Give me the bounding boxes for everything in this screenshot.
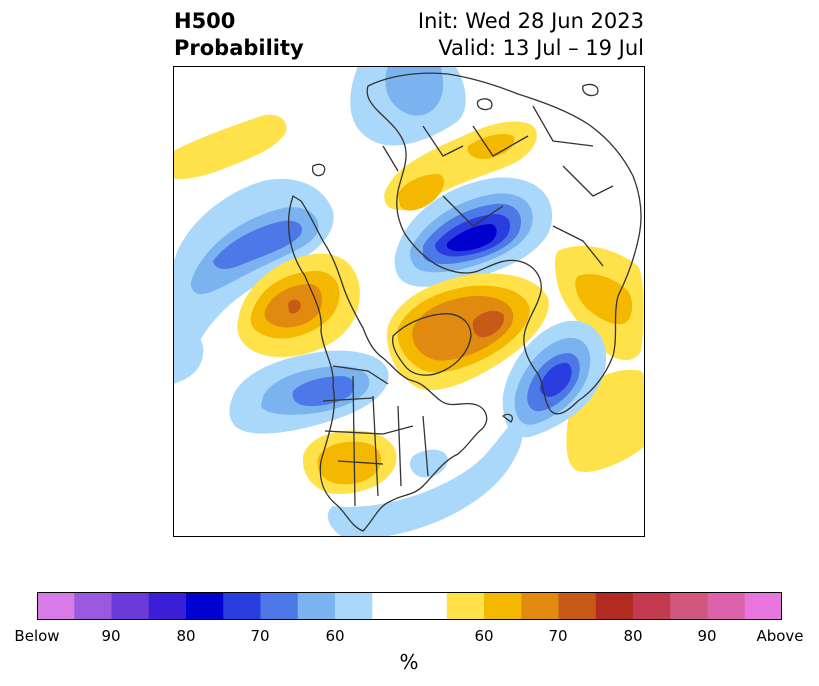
colorbar-units: % [399,650,419,674]
anomaly-below-atlantic [327,421,523,537]
anomaly-below-north-pacific [350,66,466,146]
title-h500: H500 [174,9,236,33]
tick-below-90: 90 [101,627,121,645]
colorbar-segment [372,592,448,620]
colorbar-segment [335,592,373,620]
anomaly-above-alaska [237,253,360,358]
anomaly-above-greenland [387,273,549,391]
colorbar-segment [260,592,299,620]
colorbar-segment [223,592,261,620]
colorbar-segment [111,592,150,620]
coastlines [287,72,642,532]
init-date: Init: Wed 28 Jun 2023 [417,9,644,33]
tick-below-80: 80 [176,627,196,645]
colorbar-segment [37,592,75,620]
anomaly-below-east-pacific [173,178,334,384]
colorbar-segment [595,592,634,620]
colorbar-segment [148,592,187,620]
colorbar-segment [521,592,559,620]
tick-above-90: 90 [697,627,717,645]
probability-map [173,66,645,537]
valid-range: Valid: 13 Jul – 19 Jul [438,36,644,60]
colorbar-segment [446,592,485,620]
tick-above-80: 80 [623,627,643,645]
tick-above-70: 70 [548,627,568,645]
tick-below-70: 70 [250,627,270,645]
colorbar-segment [707,592,746,620]
anomaly-below-central-asia [502,320,607,438]
tick-above: Above [756,627,804,645]
anomaly-below-eurasia [394,177,553,287]
anomaly-above-arctic [384,121,537,211]
anomaly-below-canada [173,322,389,434]
title-probability: Probability [174,36,304,60]
anomaly-above-northwest [173,114,287,180]
chart-title-left: H500 Probability [174,8,304,62]
chart-title-right: Init: Wed 28 Jun 2023 Valid: 13 Jul – 19… [418,8,644,62]
colorbar-segment [297,592,336,620]
colorbar [37,592,782,620]
colorbar-segment [558,592,597,620]
tick-below-60: 60 [325,627,345,645]
tick-below: Below [14,627,60,645]
colorbar-segment [670,592,708,620]
colorbar-border [37,592,782,620]
colorbar-segment [484,592,522,620]
colorbar-segment [186,592,224,620]
colorbar-segment [74,592,112,620]
colorbar-segment [744,592,782,620]
tick-above-60: 60 [474,627,494,645]
colorbar-segment [633,592,671,620]
